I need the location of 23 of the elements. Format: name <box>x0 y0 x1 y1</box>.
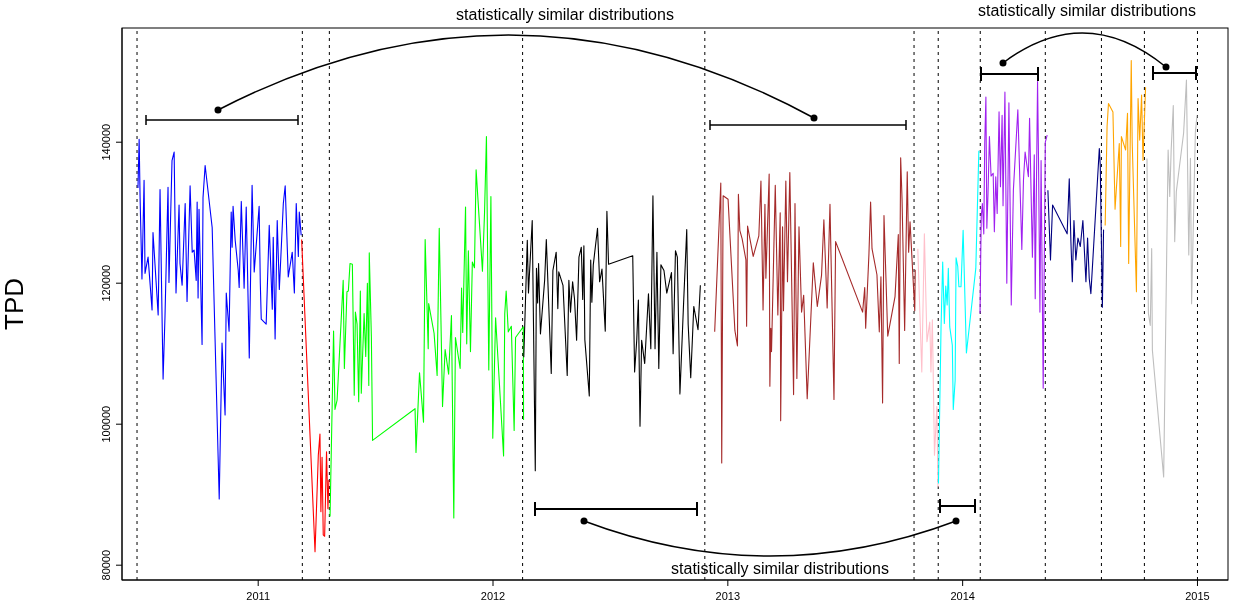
line-series <box>917 233 939 488</box>
line-series <box>1047 148 1105 308</box>
line-series <box>714 157 916 464</box>
line-series <box>137 138 302 500</box>
line-series <box>937 150 980 484</box>
annotation: statistically similar distributions <box>671 560 889 577</box>
line-series <box>979 81 1048 389</box>
y-tick-label: 100000 <box>100 405 112 443</box>
x-tick-label: 2011 <box>246 590 271 602</box>
line-series <box>1146 79 1198 478</box>
y-tick-label: 120000 <box>100 264 112 302</box>
line-series <box>1104 59 1147 293</box>
line-series <box>329 136 525 519</box>
text: statistically similar distributions <box>456 6 674 23</box>
x-tick-label: 2012 <box>480 590 506 602</box>
y-tick-label: 80000 <box>100 549 112 581</box>
x-tick-label: 2013 <box>715 590 741 602</box>
text: statistically similar distributions <box>978 2 1196 19</box>
x-tick-label: 2015 <box>1185 590 1210 602</box>
y-axis-title: TPD <box>0 278 30 330</box>
x-tick-label: 2014 <box>950 590 975 602</box>
line-series <box>301 238 330 553</box>
y-tick-label: 140000 <box>100 123 112 161</box>
